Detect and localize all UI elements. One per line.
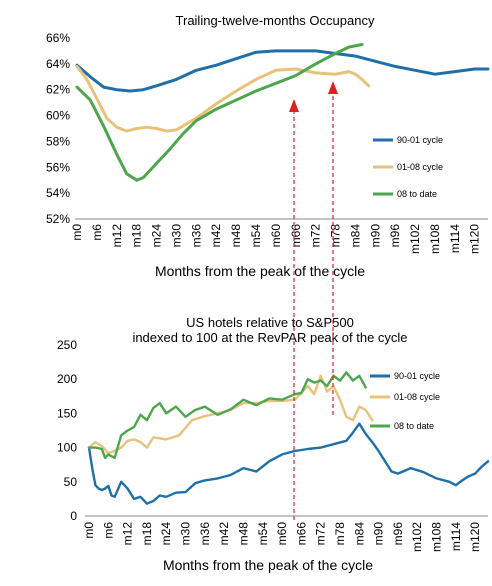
- chart1-legend-label: 08 to date: [397, 189, 437, 199]
- chart1-x-tick-label: m30: [169, 224, 183, 248]
- chart2-x-tick-label: m84: [352, 522, 366, 546]
- chart1-x-tick-label: m72: [309, 224, 323, 248]
- chart1-x-axis: m0 m6 m12 m18 m24 m30 m36 m42 m48 m54 m60 m66 m72 m78…: [70, 224, 482, 254]
- chart2-legend-label: 90-01 cycle: [394, 371, 440, 381]
- arrow-head-left-icon: [289, 99, 299, 112]
- chart2-x-tick-label: m18: [140, 522, 154, 546]
- chart2-y-axis: 0 50 100 150 200 250: [57, 338, 77, 523]
- chart1-y-tick-label: 60%: [46, 109, 70, 123]
- chart2-x-tick-label: m90: [372, 522, 386, 546]
- chart2-x-tick-label: m114: [449, 522, 463, 551]
- chart2-x-axis-label: Months from the peak of the cycle: [163, 557, 373, 573]
- chart1-x-axis-label: Months from the peak of the cycle: [155, 263, 365, 279]
- chart1-x-tick-label: m60: [269, 224, 283, 248]
- chart2-x-tick-label: m96: [391, 522, 405, 546]
- chart2-x-tick-label: m60: [275, 522, 289, 546]
- chart1-x-tick-label: m24: [150, 224, 164, 248]
- chart1-y-tick-label: 64%: [46, 57, 70, 71]
- chart1-x-tick-label: m84: [348, 224, 362, 248]
- chart1-x-tick-label: m78: [329, 224, 343, 248]
- chart1-y-tick-label: 56%: [46, 160, 70, 174]
- chart1-x-tick-label: m120: [468, 224, 482, 254]
- chart1-legend-label: 90-01 cycle: [397, 135, 443, 145]
- chart2-series: [87, 371, 490, 505]
- chart1-x-tick-label: m48: [229, 224, 243, 248]
- chart2-y-tick-label: 50: [64, 475, 78, 489]
- chart1-series-line-3: [75, 43, 364, 182]
- chart1-title: Trailing-twelve-months Occupancy: [176, 13, 375, 28]
- chart1-x-tick-label: m102: [408, 224, 422, 254]
- chart1-legend-label: 01-08 cycle: [397, 162, 443, 172]
- chart2-x-tick-label: m0: [82, 522, 96, 539]
- chart2-y-tick-label: 200: [57, 372, 77, 386]
- chart1-y-tick-label: 62%: [46, 83, 70, 97]
- chart2-subtitle: indexed to 100 at the RevPAR peak of the…: [132, 330, 407, 345]
- chart1-x-tick-label: m108: [428, 224, 442, 254]
- chart2-x-tick-label: m30: [179, 522, 193, 546]
- chart2-legend-label: 08 to date: [394, 421, 434, 431]
- chart1-x-tick-label: m66: [289, 224, 303, 248]
- chart1-y-tick-label: 54%: [46, 186, 70, 200]
- chart1-x-tick-label: m96: [388, 224, 402, 248]
- chart2-x-tick-label: m24: [159, 522, 173, 546]
- chart2-x-tick-label: m36: [198, 522, 212, 546]
- chart2-title: US hotels relative to S&P500: [186, 315, 354, 330]
- chart1-x-tick-label: m114: [448, 224, 462, 253]
- chart2-x-tick-label: m66: [294, 522, 308, 546]
- chart1-x-tick-label: m54: [249, 224, 263, 248]
- chart1-legend: 90-01 cycle 01-08 cycle 08 to date: [373, 135, 443, 199]
- chart1-series: [75, 43, 490, 182]
- chart1-y-axis: 52% 54% 56% 58% 60% 62% 64% 66%: [46, 31, 70, 226]
- chart2-series-line-2: [87, 374, 374, 455]
- chart2-x-tick-label: m54: [256, 522, 270, 546]
- chart2-legend-label: 01-08 cycle: [394, 392, 440, 402]
- arrow-head-right-icon: [328, 81, 338, 94]
- chart1-x-tick-label: m12: [110, 224, 124, 248]
- chart2-x-tick-label: m120: [468, 522, 482, 552]
- connector-arrows: [289, 81, 338, 520]
- chart2-y-tick-label: 0: [70, 509, 77, 523]
- chart1-series-line-1: [75, 49, 490, 93]
- chart2-y-tick-label: 150: [57, 406, 77, 420]
- chart2-legend: 90-01 cycle 01-08 cycle 08 to date: [370, 371, 440, 431]
- chart1-x-tick-label: m6: [90, 224, 104, 241]
- chart2-y-tick-label: 250: [57, 338, 77, 352]
- chart1-x-tick-label: m42: [209, 224, 223, 248]
- chart2-x-tick-label: m102: [410, 522, 424, 552]
- chart2-series-line-3: [87, 371, 367, 460]
- chart1-x-tick-label: m36: [189, 224, 203, 248]
- chart1-series-line-2: [75, 64, 371, 133]
- chart2-x-tick-label: m6: [101, 522, 115, 539]
- chart2-x-tick-label: m72: [314, 522, 328, 546]
- chart2-x-tick-label: m78: [333, 522, 347, 546]
- chart2-x-tick-label: m48: [236, 522, 250, 546]
- chart2-series-line-1: [87, 422, 490, 505]
- chart1-x-tick-label: m90: [368, 224, 382, 248]
- chart2-x-axis: m0 m6 m12 m18 m24 m30 m36 m42 m48 m54 m60 m66 m72 m78…: [82, 522, 482, 552]
- chart2-x-tick-label: m108: [430, 522, 444, 552]
- chart2-x-tick-label: m42: [217, 522, 231, 546]
- chart1-x-tick-label: m0: [70, 224, 84, 241]
- chart2-y-tick-label: 100: [57, 441, 77, 455]
- chart1-y-tick-label: 58%: [46, 134, 70, 148]
- chart1-y-tick-label: 52%: [46, 212, 70, 226]
- chart2-x-tick-label: m12: [121, 522, 135, 546]
- chart1-x-tick-label: m18: [130, 224, 144, 248]
- chart1-y-tick-label: 66%: [46, 31, 70, 45]
